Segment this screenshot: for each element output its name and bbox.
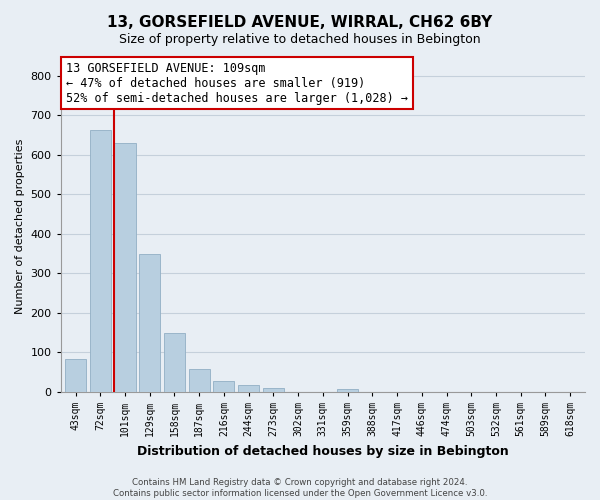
Text: 13 GORSEFIELD AVENUE: 109sqm
← 47% of detached houses are smaller (919)
52% of s: 13 GORSEFIELD AVENUE: 109sqm ← 47% of de…	[66, 62, 408, 104]
Bar	[164, 334, 185, 392]
Text: Size of property relative to detached houses in Bebington: Size of property relative to detached ho…	[119, 32, 481, 46]
Bar	[115, 143, 136, 392]
Text: 13, GORSEFIELD AVENUE, WIRRAL, CH62 6BY: 13, GORSEFIELD AVENUE, WIRRAL, CH62 6BY	[107, 15, 493, 30]
Bar	[238, 385, 259, 392]
Bar	[188, 370, 210, 392]
Bar	[139, 254, 160, 392]
Bar	[214, 381, 235, 392]
Text: Contains HM Land Registry data © Crown copyright and database right 2024.
Contai: Contains HM Land Registry data © Crown c…	[113, 478, 487, 498]
Bar	[65, 360, 86, 392]
X-axis label: Distribution of detached houses by size in Bebington: Distribution of detached houses by size …	[137, 444, 509, 458]
Bar	[337, 388, 358, 392]
Y-axis label: Number of detached properties: Number of detached properties	[15, 138, 25, 314]
Bar	[263, 388, 284, 392]
Bar	[90, 130, 111, 392]
